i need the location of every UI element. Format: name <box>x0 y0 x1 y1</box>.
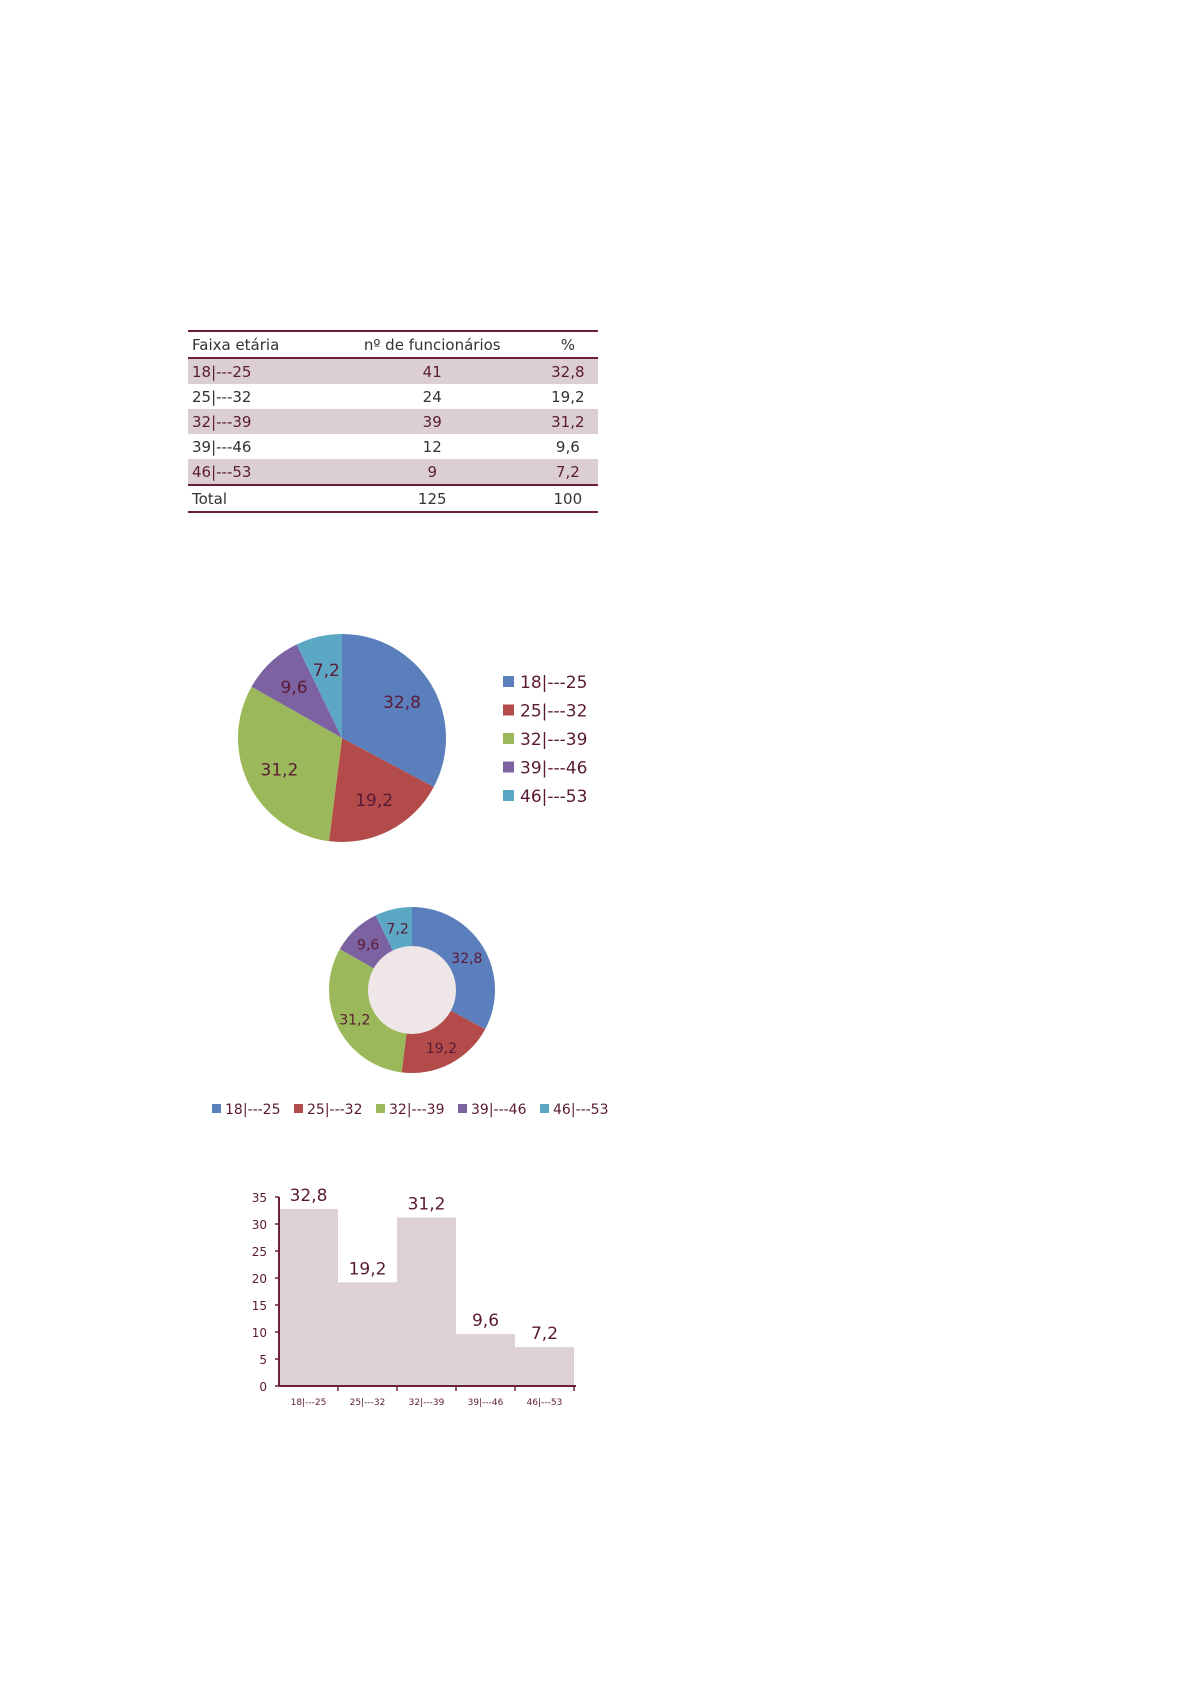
table-cell: 32|---39 <box>188 409 327 434</box>
table-cell: 9,6 <box>555 437 580 456</box>
slice-label: 7,2 <box>387 922 409 938</box>
legend-label: 18|---25 <box>225 1102 281 1118</box>
header-age: Faixa etária <box>188 330 327 359</box>
table-cell: 18|---25 <box>188 358 327 384</box>
legend-swatch <box>540 1104 549 1113</box>
slice-label: 7,2 <box>313 661 340 681</box>
bar-value-label: 9,6 <box>472 1311 499 1331</box>
histogram-bar <box>338 1282 397 1386</box>
pie-slice <box>251 644 342 738</box>
total-cell: Total <box>188 484 327 513</box>
bar-value-label: 7,2 <box>531 1324 558 1344</box>
table-row: 46|---53 9 7,2 <box>188 459 598 485</box>
age-table: Faixa etária nº de funcionários % 18|---… <box>188 330 598 513</box>
table-cell: 46|---53 <box>188 459 327 485</box>
slice-label: 31,2 <box>339 1013 370 1029</box>
legend-label: 39|---46 <box>471 1102 527 1118</box>
table-row: 25|---32 24 19,2 <box>188 384 598 409</box>
table-cell: 39|---46 <box>192 437 252 456</box>
total-row: Total 125 100 <box>188 484 598 513</box>
y-tick-label: 25 <box>252 1245 267 1259</box>
table-cell: 32,8 <box>537 358 598 384</box>
slice-label: 32,8 <box>383 693 421 713</box>
total-cell: 125 <box>326 484 538 513</box>
x-tick-label: 46|---53 <box>527 1398 563 1408</box>
legend-swatch <box>503 733 514 744</box>
bar-value-label: 32,8 <box>290 1186 328 1206</box>
legend-swatch <box>458 1104 467 1113</box>
pie-slice <box>342 634 446 787</box>
slice-label: 32,8 <box>451 951 482 967</box>
pie-slice <box>296 634 342 738</box>
bar-value-label: 19,2 <box>349 1259 387 1279</box>
pie-slice <box>328 738 434 842</box>
histogram-bar <box>279 1208 338 1386</box>
legend-label: 46|---53 <box>553 1102 609 1118</box>
table-cell: 24 <box>422 387 442 406</box>
legend-swatch <box>503 704 514 716</box>
table-row: 39|---46 12 9,6 <box>188 434 598 459</box>
table-cell: 12 <box>422 437 442 456</box>
x-tick-label: 32|---39 <box>409 1398 445 1408</box>
bar-value-label: 31,2 <box>408 1195 446 1215</box>
table-cell: 19,2 <box>551 387 585 406</box>
legend-label: 39|---46 <box>520 759 587 779</box>
histogram-bar <box>515 1347 574 1386</box>
legend-label: 46|---53 <box>520 787 587 807</box>
donut-hole <box>368 946 456 1034</box>
table-cell: 31,2 <box>537 409 598 434</box>
legend-swatch <box>212 1104 221 1113</box>
legend-swatch <box>503 676 514 687</box>
table-row: 18|---25 41 32,8 <box>188 358 598 384</box>
y-tick-label: 35 <box>252 1191 267 1205</box>
header-percent: % <box>537 330 598 359</box>
legend-label: 18|---25 <box>520 673 587 693</box>
legend-label: 32|---39 <box>520 730 587 750</box>
y-tick-label: 20 <box>252 1272 267 1286</box>
y-tick-label: 0 <box>259 1380 267 1394</box>
legend-swatch <box>503 761 514 773</box>
legend-label: 25|---32 <box>520 702 587 722</box>
header-count: nº de funcionários <box>326 330 538 359</box>
y-tick-label: 30 <box>252 1218 267 1232</box>
y-tick-label: 5 <box>259 1353 267 1367</box>
legend-label: 32|---39 <box>389 1102 445 1118</box>
legend-swatch <box>376 1104 385 1113</box>
y-tick-label: 15 <box>252 1299 267 1313</box>
legend-swatch <box>294 1104 303 1113</box>
table-row: 32|---39 39 31,2 <box>188 409 598 434</box>
table-cell: 9 <box>326 459 538 485</box>
total-cell: 100 <box>537 484 598 513</box>
x-tick-label: 39|---46 <box>468 1398 504 1408</box>
table-cell: 41 <box>326 358 538 384</box>
y-tick-label: 10 <box>252 1326 267 1340</box>
table-cell: 39 <box>326 409 538 434</box>
pie-slice <box>237 686 342 842</box>
legend-swatch <box>503 790 514 801</box>
histogram-bar <box>456 1334 515 1386</box>
x-tick-label: 25|---32 <box>350 1398 386 1408</box>
slice-label: 9,6 <box>281 678 308 698</box>
slice-label: 9,6 <box>357 937 379 953</box>
slice-label: 31,2 <box>261 760 299 780</box>
histogram-bar <box>397 1217 456 1386</box>
table-cell: 7,2 <box>537 459 598 485</box>
slice-label: 19,2 <box>355 791 393 811</box>
x-tick-label: 18|---25 <box>291 1398 327 1408</box>
legend-label: 25|---32 <box>307 1102 363 1118</box>
slice-label: 19,2 <box>426 1041 457 1057</box>
table-cell: 25|---32 <box>192 387 252 406</box>
